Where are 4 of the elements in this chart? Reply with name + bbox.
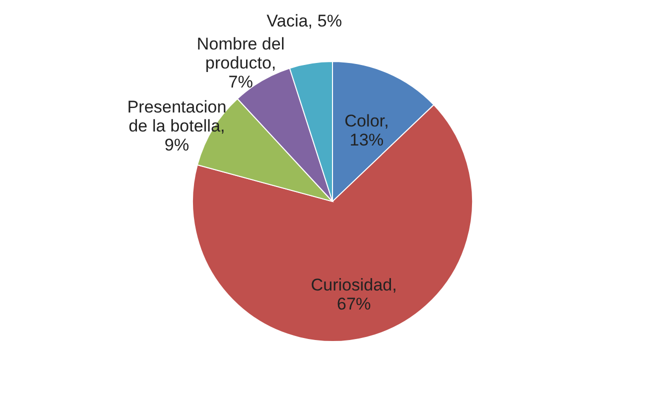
slice-label: Vacia, 5% (266, 12, 342, 31)
slice-label: Nombre del producto, 7% (196, 34, 285, 92)
slice-label: Color, 13% (344, 112, 389, 150)
slice-label: Curiosidad, 67% (310, 276, 397, 314)
